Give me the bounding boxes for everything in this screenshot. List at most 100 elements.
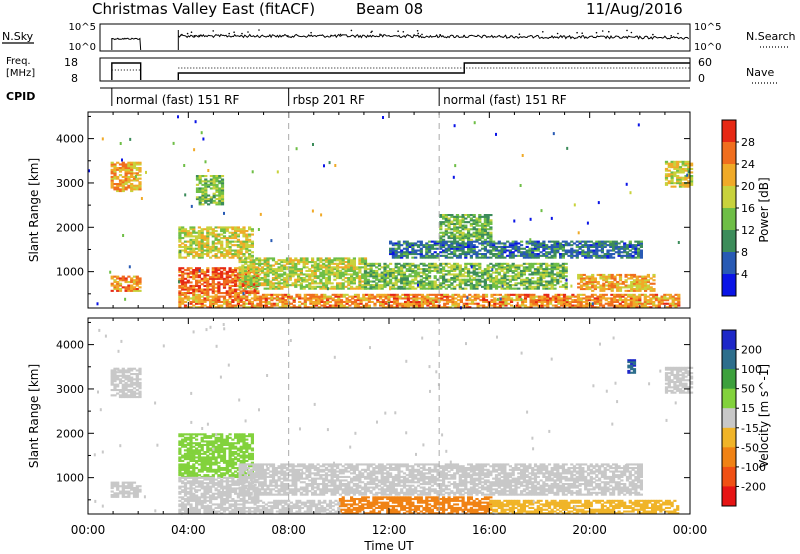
heatmap-cell [422,268,426,271]
heatmap-cell [189,249,193,252]
heatmap-cell [486,251,490,254]
heatmap-cell [517,282,521,285]
heatmap-cell [181,226,185,229]
heatmap-cell [557,293,561,296]
heatmap-cell [461,278,465,281]
heatmap-cell [186,276,190,279]
heatmap-cell [433,242,437,245]
heatmap-cell [366,284,370,287]
heatmap-cell [215,198,219,201]
heatmap-cell [121,161,125,164]
heatmap-cell [494,262,499,265]
heatmap-cell [324,285,329,288]
heatmap-cell [492,244,496,247]
heatmap-cell [469,228,473,231]
heatmap-cell [497,271,501,274]
heatmap-cell [132,275,137,278]
heatmap-cell [319,266,323,269]
heatmap-cell [646,288,650,291]
heatmap-cell [481,247,485,250]
heatmap-cell [248,245,252,248]
heatmap-cell [576,297,580,300]
heatmap-cell [494,278,499,281]
heatmap-cell [461,214,465,217]
heatmap-cell [249,262,253,265]
heatmap-cell [258,284,262,287]
heatmap-cell [203,279,207,282]
heatmap-cell [130,188,134,191]
heatmap-cell [389,269,393,272]
heatmap-cell [333,278,337,281]
heatmap-cell [442,262,446,265]
heatmap-cell [455,249,460,252]
heatmap-cell [369,273,373,276]
heatmap-cell [430,245,434,248]
heatmap-cell [327,257,331,260]
heatmap-cell [242,292,245,296]
heatmap-cell [476,306,480,309]
heatmap-cell [585,295,589,298]
heatmap-cell [405,282,409,285]
heatmap-cell [588,281,592,284]
heatmap-cell [439,231,443,234]
heatmap-cell [380,275,384,278]
heatmap-cell [400,268,404,271]
heatmap-cell [400,256,404,259]
heatmap-cell [574,295,578,298]
heatmap-cell [178,299,182,302]
heatmap-cell [132,184,137,187]
heatmap-cell [635,306,639,309]
heatmap-cell [344,268,348,271]
heatmap-cell [461,231,465,234]
heatmap-cell [599,302,603,305]
heatmap-cell [464,262,468,265]
heatmap-cell [214,306,218,309]
heatmap-cell [220,272,224,275]
heatmap-cell [606,240,610,243]
heatmap-cell [231,226,235,229]
heatmap-cell [582,306,586,309]
heatmap-cell [545,264,549,267]
heatmap-cell [628,254,632,257]
heatmap-cell [322,275,326,278]
heatmap-cell [483,273,487,276]
heatmap-cell [124,174,128,177]
heatmap-cell [559,247,563,250]
heatmap-cell [497,264,501,267]
heatmap-cell [425,273,429,276]
heatmap-cell [483,222,487,225]
heatmap-cell [506,275,510,278]
heatmap-cell [212,182,216,185]
heatmap-cell [234,233,238,236]
heatmap-cell [394,278,398,281]
heatmap-cell [483,253,487,256]
heatmap-cell [433,244,437,247]
heatmap-cell [259,299,263,302]
heatmap-cell [635,300,639,303]
heatmap-cell [591,302,594,306]
heatmap-cell [545,253,549,256]
heatmap-cell [305,280,309,283]
heatmap-cell [204,196,208,199]
heatmap-cell [481,254,485,257]
heatmap-cell [277,266,281,269]
heatmap-cell [560,299,564,302]
heatmap-cell [242,253,246,256]
heatmap-cell [322,262,326,265]
heatmap-cell [589,256,593,259]
heatmap-cell [517,271,521,274]
heatmap-cell [654,306,659,309]
heatmap-cell [222,231,227,234]
nsky-point [233,31,235,33]
heatmap-cell [464,268,468,271]
heatmap-cell [311,264,315,267]
heatmap-cell [203,290,207,293]
heatmap-cell [500,245,504,248]
heatmap-cell [291,268,295,271]
heatmap-cell [200,247,204,250]
heatmap-cell [582,304,586,307]
heatmap-cell [481,271,485,274]
heatmap-cell [484,293,489,296]
heatmap-cell [458,233,462,236]
heatmap-cell [376,293,380,296]
